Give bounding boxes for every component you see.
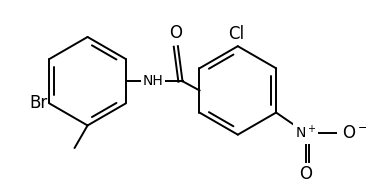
- Text: Cl: Cl: [228, 26, 244, 43]
- Text: N$^+$: N$^+$: [295, 124, 316, 142]
- Text: O: O: [299, 165, 312, 183]
- Text: NH: NH: [143, 74, 163, 88]
- Text: O: O: [169, 25, 182, 43]
- Text: O$^-$: O$^-$: [341, 124, 366, 142]
- Text: Br: Br: [29, 94, 48, 112]
